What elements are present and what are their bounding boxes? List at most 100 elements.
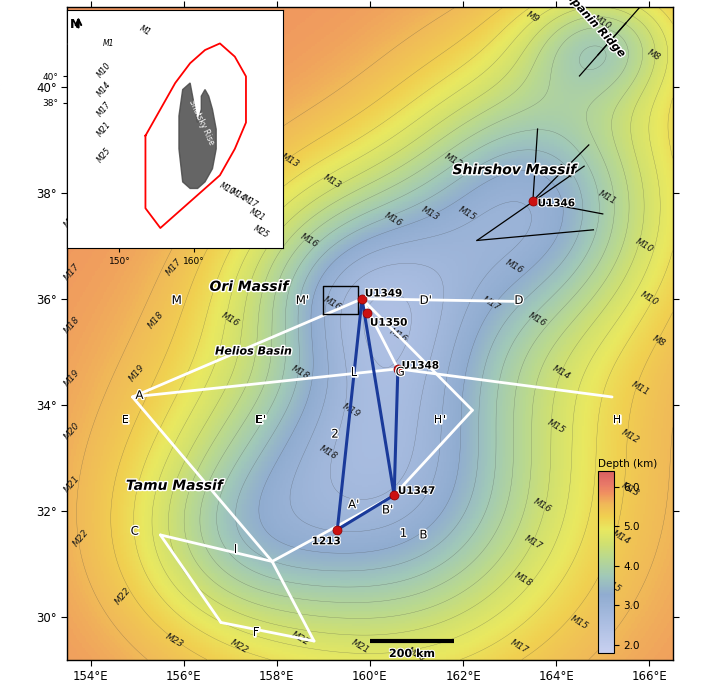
Text: M21: M21 — [350, 638, 371, 655]
Text: M16: M16 — [322, 295, 343, 313]
Text: M11: M11 — [597, 189, 618, 207]
Text: Japan: Japan — [0, 80, 4, 105]
Text: 1213: 1213 — [312, 536, 341, 547]
Text: M10: M10 — [639, 290, 660, 308]
Text: M16: M16 — [387, 327, 409, 345]
Text: M16: M16 — [219, 311, 241, 329]
Text: M16: M16 — [382, 211, 404, 228]
Text: M13: M13 — [420, 205, 441, 223]
Text: H: H — [612, 413, 621, 426]
Text: M17: M17 — [508, 638, 530, 655]
Text: C: C — [131, 525, 139, 537]
Text: M21: M21 — [96, 120, 113, 138]
Text: M21: M21 — [248, 207, 266, 223]
Text: M13: M13 — [620, 481, 641, 498]
Text: M17: M17 — [165, 257, 184, 277]
Text: M14: M14 — [611, 529, 632, 547]
Text: Helios Basin: Helios Basin — [215, 346, 292, 357]
Text: M11: M11 — [555, 163, 576, 180]
Text: A: A — [135, 389, 144, 402]
Text: M16: M16 — [527, 311, 548, 329]
Text: M19: M19 — [341, 401, 362, 419]
Text: U1350: U1350 — [370, 318, 407, 327]
Text: M17: M17 — [523, 534, 544, 551]
Text: M15: M15 — [602, 577, 622, 594]
Text: M22: M22 — [229, 638, 250, 655]
Text: M12: M12 — [443, 152, 464, 170]
Text: M16: M16 — [299, 232, 320, 249]
Text: M10: M10 — [221, 13, 240, 34]
Text: E: E — [122, 413, 129, 426]
Text: M14: M14 — [96, 80, 113, 98]
Text: M22: M22 — [72, 527, 91, 548]
Text: G: G — [396, 366, 405, 378]
Text: N: N — [69, 17, 80, 31]
Text: M17: M17 — [62, 262, 81, 283]
Text: I: I — [234, 543, 237, 556]
Text: B: B — [419, 528, 428, 542]
Text: Shatsky Rise: Shatsky Rise — [187, 98, 216, 147]
Text: M10: M10 — [634, 237, 655, 255]
Text: M25: M25 — [251, 224, 270, 240]
Text: U1348: U1348 — [401, 361, 439, 371]
Text: M21: M21 — [62, 474, 81, 495]
Text: M: M — [171, 294, 182, 307]
Text: M1: M1 — [103, 39, 114, 48]
Text: M15: M15 — [457, 205, 479, 223]
Text: M17: M17 — [240, 193, 259, 209]
Text: M22: M22 — [113, 586, 133, 606]
Text: M19: M19 — [62, 368, 81, 389]
Text: D: D — [515, 294, 523, 307]
Text: Shirshov Massif: Shirshov Massif — [452, 163, 576, 177]
Text: M14: M14 — [229, 187, 248, 203]
Text: Ori Massif: Ori Massif — [210, 280, 288, 294]
Text: M12: M12 — [81, 103, 100, 124]
Text: L: L — [350, 366, 357, 378]
Text: U1347: U1347 — [398, 486, 435, 496]
Text: M18: M18 — [62, 315, 81, 336]
Text: M10: M10 — [96, 61, 113, 79]
Text: M17: M17 — [481, 295, 501, 313]
Text: M18: M18 — [513, 571, 534, 588]
Text: M15: M15 — [569, 614, 590, 631]
Text: M16: M16 — [62, 209, 81, 230]
Text: M18: M18 — [146, 310, 166, 330]
Text: E': E' — [255, 413, 266, 426]
Text: 1: 1 — [400, 527, 407, 540]
Text: M9: M9 — [525, 10, 541, 25]
Text: M25: M25 — [96, 147, 113, 165]
Text: M13: M13 — [322, 173, 343, 191]
Text: M16: M16 — [188, 204, 207, 224]
Text: M12: M12 — [146, 50, 166, 70]
Text: M1: M1 — [138, 24, 153, 37]
Text: M20: M20 — [406, 646, 427, 663]
Text: M16: M16 — [532, 497, 553, 514]
Text: M15: M15 — [546, 417, 567, 435]
Text: M13: M13 — [280, 152, 302, 170]
Text: M12: M12 — [67, 161, 86, 181]
Text: M16: M16 — [503, 258, 525, 276]
Text: M19: M19 — [127, 363, 147, 383]
Text: M8: M8 — [651, 334, 667, 348]
Text: 200 km: 200 km — [389, 649, 435, 659]
Text: M': M' — [296, 294, 309, 307]
Text: M11: M11 — [629, 380, 651, 398]
Text: M10: M10 — [183, 23, 202, 44]
Text: M10: M10 — [218, 181, 236, 196]
Text: 2: 2 — [331, 428, 338, 440]
Text: M18: M18 — [290, 364, 311, 382]
Text: D': D' — [420, 294, 432, 307]
Text: M14: M14 — [550, 364, 571, 382]
Polygon shape — [179, 83, 216, 188]
Text: U1346: U1346 — [537, 198, 575, 208]
Text: M8: M8 — [646, 47, 662, 62]
Text: Papanin Ridge: Papanin Ridge — [559, 0, 627, 59]
Text: Tamu Massif: Tamu Massif — [126, 479, 223, 493]
Text: U1349: U1349 — [365, 288, 402, 299]
Text: M17: M17 — [96, 101, 113, 119]
Text: M18: M18 — [317, 444, 338, 461]
Text: F: F — [253, 625, 259, 639]
Text: B': B' — [382, 503, 394, 517]
Text: M12: M12 — [620, 428, 641, 445]
Text: M20: M20 — [62, 421, 81, 442]
